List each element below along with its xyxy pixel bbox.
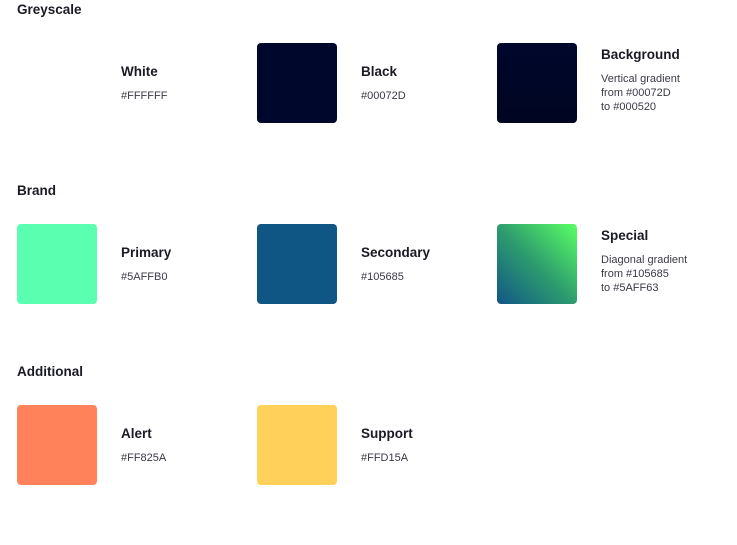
color-swatch-white: [17, 43, 97, 123]
swatch-card-alert: Alert #FF825A: [17, 405, 257, 485]
swatch-hex: #5AFFB0: [121, 271, 168, 283]
swatch-description: Diagonal gradient from #105685 to #5AFF6…: [601, 254, 688, 294]
swatch-hex: #105685: [361, 271, 404, 283]
swatch-hex: #FF825A: [121, 452, 167, 464]
swatch-card-primary: Primary #5AFFB0: [17, 224, 257, 304]
swatch-description: Vertical gradient from #00072D to #00052…: [601, 73, 680, 113]
swatch-name: Alert: [121, 426, 152, 441]
swatch-name: Support: [361, 426, 413, 441]
color-swatch-secondary: [257, 224, 337, 304]
swatch-name: White: [121, 64, 158, 79]
color-swatch-alert: [17, 405, 97, 485]
swatch-name: Primary: [121, 245, 172, 260]
section-additional: Additional Alert #FF825A Support #FFD15A: [0, 364, 737, 545]
swatch-card-support: Support #FFD15A: [257, 405, 497, 485]
swatch-hex: #FFD15A: [361, 452, 409, 464]
section-greyscale: Greyscale White #FFFFFF Black #00072D Ba…: [0, 2, 737, 183]
swatch-name: Background: [601, 47, 680, 62]
color-swatch-primary: [17, 224, 97, 304]
swatch-card-white: White #FFFFFF: [17, 43, 257, 123]
swatch-hex: #00072D: [361, 90, 406, 102]
swatch-card-background: Background Vertical gradient from #00072…: [497, 43, 737, 123]
swatch-name: Special: [601, 228, 649, 243]
swatch-card-secondary: Secondary #105685: [257, 224, 497, 304]
section-title: Brand: [17, 183, 57, 198]
color-swatch-background: [497, 43, 577, 123]
color-swatch-special: [497, 224, 577, 304]
swatch-card-black: Black #00072D: [257, 43, 497, 123]
swatch-name: Secondary: [361, 245, 431, 260]
swatch-name: Black: [361, 64, 398, 79]
color-swatch-black: [257, 43, 337, 123]
section-title: Greyscale: [17, 2, 82, 17]
color-swatch-support: [257, 405, 337, 485]
section-title: Additional: [17, 364, 83, 379]
section-brand: Brand Primary #5AFFB0 Secondary #105685 …: [0, 183, 737, 364]
swatch-card-special: Special Diagonal gradient from #105685 t…: [497, 224, 737, 304]
swatch-hex: #FFFFFF: [121, 90, 168, 102]
